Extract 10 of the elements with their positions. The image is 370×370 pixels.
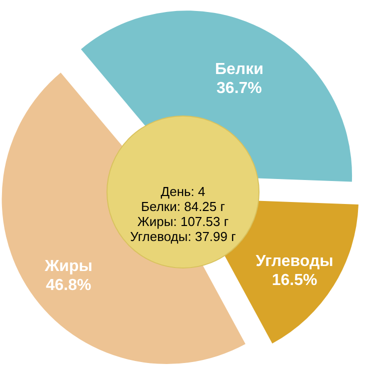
data-label: 46.8% bbox=[46, 276, 92, 294]
slice-label: Жиры bbox=[44, 258, 92, 275]
text: День: 4 bbox=[160, 184, 206, 199]
text: Углеводы: 37.99 г bbox=[130, 229, 236, 244]
data-label: 16.5% bbox=[272, 272, 318, 290]
data-label: 36.7% bbox=[216, 80, 262, 97]
text: Жиры: 107.53 г bbox=[137, 214, 229, 229]
text: Белки: 84.25 г bbox=[141, 199, 226, 214]
slice-label: Углеводы bbox=[256, 253, 334, 270]
slice-label: Белки bbox=[215, 60, 264, 78]
